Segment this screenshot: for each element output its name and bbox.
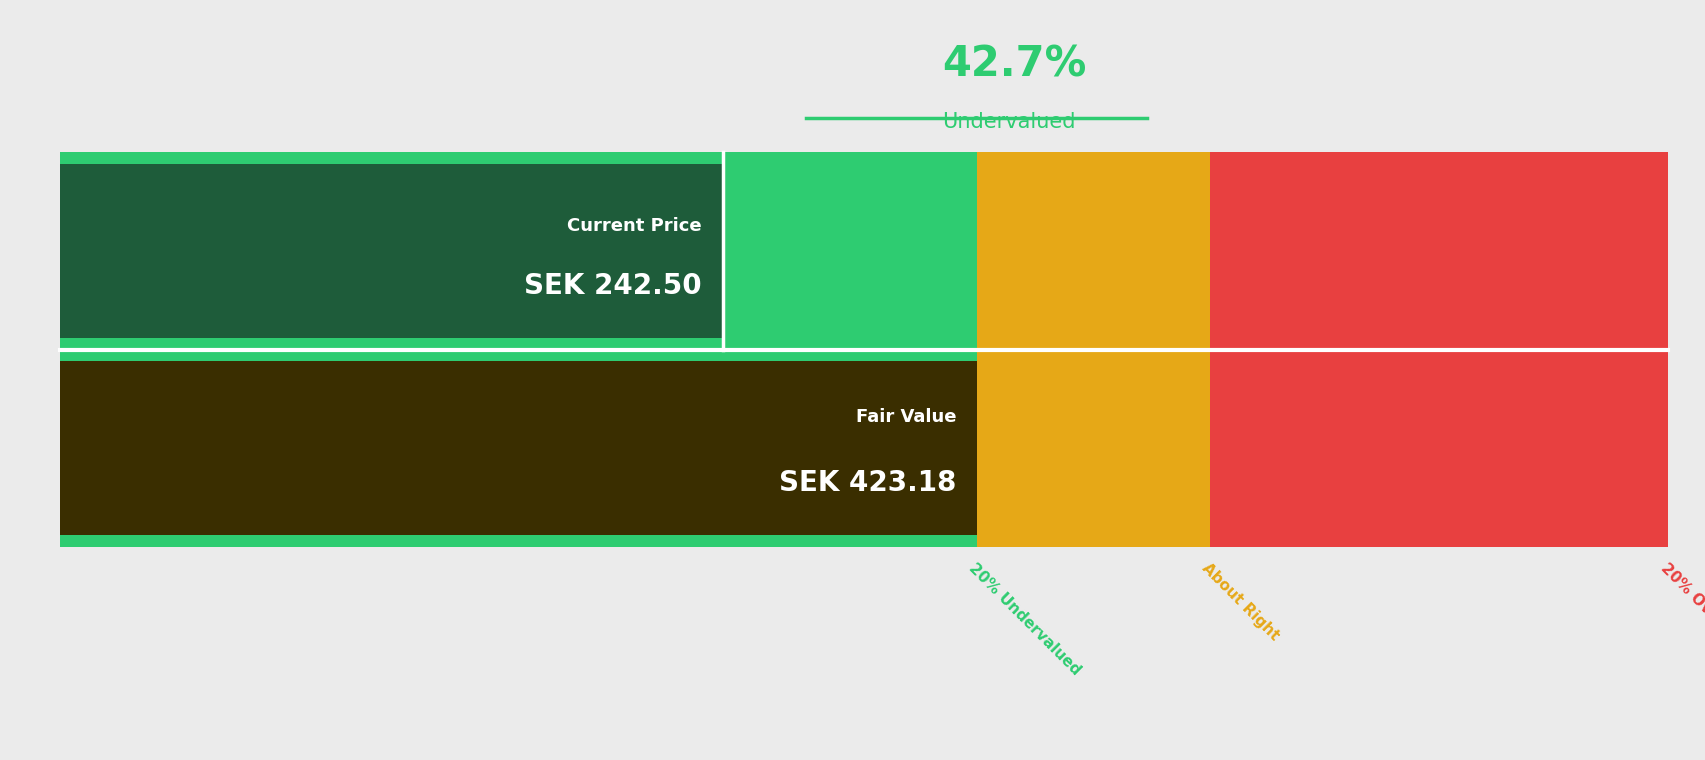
Bar bbox=[60, 164, 723, 337]
Bar bbox=[1209, 152, 1667, 547]
Text: 20% Undervalued: 20% Undervalued bbox=[965, 561, 1083, 679]
Bar bbox=[60, 152, 977, 547]
Text: About Right: About Right bbox=[1199, 561, 1282, 644]
Text: 20% Overvalued: 20% Overvalued bbox=[1657, 561, 1705, 670]
Text: SEK 242.50: SEK 242.50 bbox=[523, 271, 702, 299]
Text: Current Price: Current Price bbox=[568, 217, 702, 236]
Text: SEK 423.18: SEK 423.18 bbox=[779, 469, 957, 497]
Bar bbox=[977, 152, 1209, 547]
Text: Undervalued: Undervalued bbox=[943, 112, 1076, 131]
Text: Fair Value: Fair Value bbox=[856, 408, 957, 426]
Bar bbox=[60, 362, 977, 535]
Text: 42.7%: 42.7% bbox=[943, 43, 1086, 86]
